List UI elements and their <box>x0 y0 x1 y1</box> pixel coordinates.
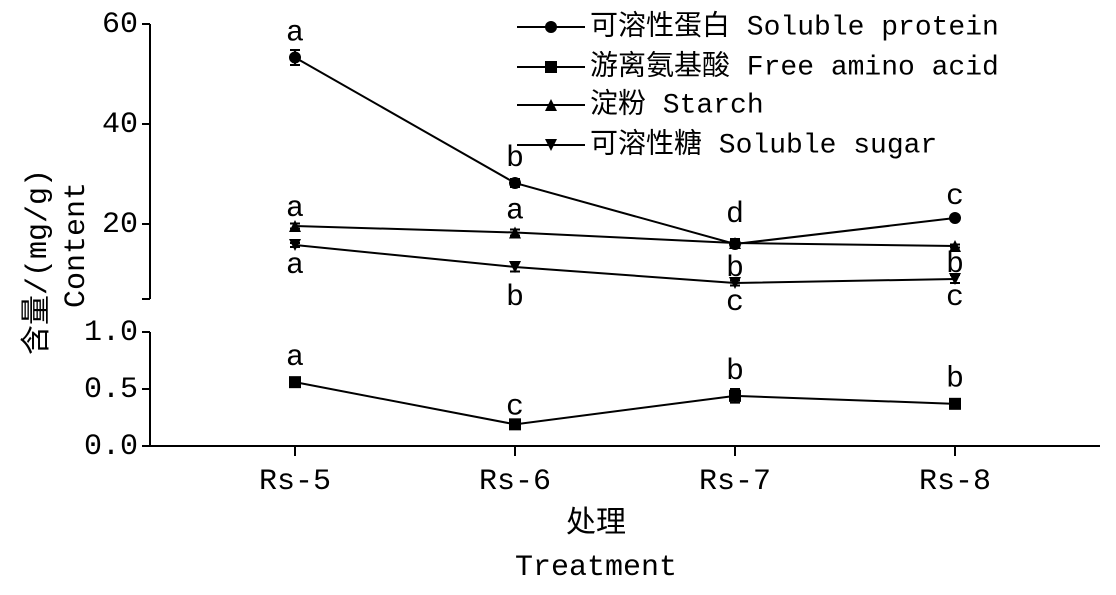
significance-letter: b <box>726 355 744 389</box>
marker <box>729 237 741 249</box>
y-axis-label-en: Content <box>60 182 94 308</box>
marker <box>949 273 961 285</box>
significance-letter: c <box>506 390 524 424</box>
x-tick-label: Rs-6 <box>479 465 551 499</box>
x-tick-label: Rs-8 <box>919 465 991 499</box>
marker <box>289 239 301 251</box>
marker <box>289 220 301 232</box>
significance-letter: a <box>286 249 304 283</box>
y-tick-label: 40 <box>102 108 138 142</box>
significance-letter: c <box>726 286 744 320</box>
series-line <box>294 225 956 247</box>
series-line <box>294 381 956 426</box>
legend-label: 游离氨基酸 Free amino acid <box>590 49 999 83</box>
significance-letter: c <box>946 180 964 214</box>
marker <box>729 389 741 402</box>
marker <box>949 397 961 410</box>
y-tick-label: 20 <box>102 208 138 242</box>
legend-entry: 可溶性蛋白 Soluble protein <box>517 9 999 43</box>
y-tick-label: 0.0 <box>84 430 138 464</box>
significance-letter: b <box>506 142 524 176</box>
significance-letter: b <box>506 281 524 315</box>
marker <box>289 376 301 389</box>
series-line <box>294 244 956 285</box>
marker <box>509 226 521 239</box>
significance-letter: a <box>286 341 304 375</box>
marker <box>545 21 557 33</box>
significance-letter: d <box>726 198 744 232</box>
y-axis-label: 含量/(mg/g) <box>20 169 56 355</box>
x-tick-label: Rs-5 <box>259 465 331 499</box>
x-axis-label-en: Treatment <box>515 551 677 585</box>
legend-entry: 淀粉 Starch <box>517 87 764 121</box>
y-tick-label: 1.0 <box>84 316 138 350</box>
y-tick-label: 0.5 <box>84 373 138 407</box>
marker <box>509 418 521 431</box>
legend-entry: 游离氨基酸 Free amino acid <box>517 49 999 83</box>
marker <box>949 240 961 252</box>
marker <box>289 51 301 64</box>
x-axis-label: 处理 <box>566 506 626 542</box>
series-line <box>294 56 956 246</box>
marker <box>545 139 557 151</box>
significance-letter: a <box>286 16 304 50</box>
legend-label: 可溶性糖 Soluble sugar <box>590 127 937 161</box>
significance-letter: c <box>946 281 964 315</box>
x-tick-label: Rs-7 <box>699 465 771 499</box>
marker <box>949 212 961 224</box>
legend-entry: 可溶性糖 Soluble sugar <box>517 127 937 161</box>
legend-label: 淀粉 Starch <box>590 87 764 121</box>
marker <box>729 277 741 289</box>
marker <box>509 261 521 273</box>
significance-letter: b <box>946 363 964 397</box>
legend-label: 可溶性蛋白 Soluble protein <box>590 9 999 43</box>
marker <box>545 99 557 111</box>
significance-letter: a <box>506 194 524 228</box>
marker <box>545 61 557 73</box>
marker <box>509 177 521 189</box>
y-tick-label: 60 <box>102 8 138 42</box>
significance-letter: a <box>286 192 304 226</box>
